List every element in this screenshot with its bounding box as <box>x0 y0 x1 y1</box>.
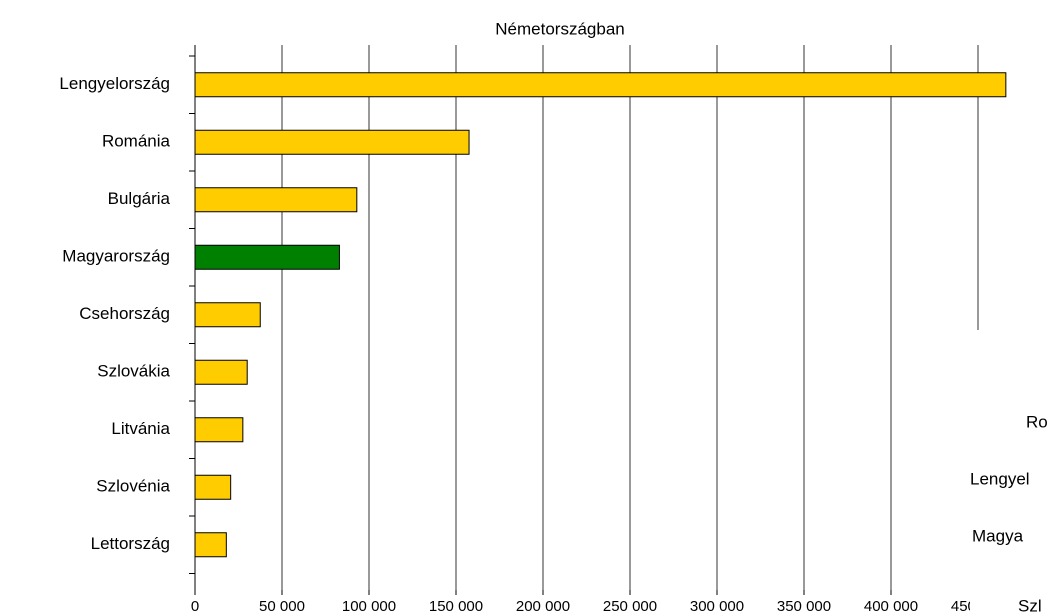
bar <box>194 244 340 270</box>
chart-title: Németországban <box>495 19 624 38</box>
bar <box>194 129 470 155</box>
bar <box>194 532 227 558</box>
x-tick-label: 250 000 <box>603 598 657 615</box>
annotation: Magya <box>972 526 1024 545</box>
y-tick-label: Csehország <box>79 304 170 323</box>
bar <box>194 417 244 443</box>
bar <box>194 302 261 328</box>
y-tick-label: Szlovákia <box>97 362 170 381</box>
bar <box>194 474 232 500</box>
bar <box>194 359 248 385</box>
overlap-panel <box>970 330 1050 616</box>
y-tick-label: Szlovénia <box>96 477 170 496</box>
annotation: Szl <box>1018 596 1042 615</box>
annotation: Lengyel <box>970 469 1030 488</box>
x-tick-label: 350 000 <box>777 598 831 615</box>
x-tick-label: 150 000 <box>429 598 483 615</box>
x-tick-label: 0 <box>191 598 199 615</box>
bar <box>194 187 358 213</box>
y-tick-label: Lengyelország <box>59 74 170 93</box>
y-tick-label: Lettország <box>91 534 170 553</box>
bar <box>194 72 1007 98</box>
x-tick-label: 400 000 <box>864 598 918 615</box>
x-tick-label: 300 000 <box>690 598 744 615</box>
x-tick-label: 100 000 <box>342 598 396 615</box>
y-tick-label: Bulgária <box>108 189 171 208</box>
y-tick-label: Litvánia <box>111 419 170 438</box>
x-tick-label: 50 000 <box>259 598 305 615</box>
y-tick-label: Magyarország <box>62 247 170 266</box>
annotation: Ro <box>1026 412 1048 431</box>
y-tick-label: Románia <box>102 132 171 151</box>
x-tick-label: 200 000 <box>516 598 570 615</box>
